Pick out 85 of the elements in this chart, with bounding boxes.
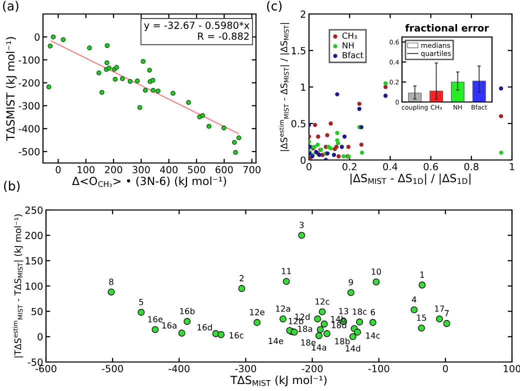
annotation: 16d xyxy=(198,324,212,330)
y-tick-label: 0.5 xyxy=(291,120,306,128)
annotation: 16e xyxy=(148,316,163,322)
annotation: y = -32.67 - 0.5980*x xyxy=(144,22,250,31)
y-axis-title: |TΔS$^{estim}$$_{MIST}$ - TΔS$_{MIST}$| (kJ mol⁻¹) xyxy=(12,214,24,358)
annotation: 18d xyxy=(332,322,346,328)
x-tick-label: -300 xyxy=(235,364,256,372)
x-tick-label: 700 xyxy=(243,166,260,174)
y-tick-label: 0 xyxy=(34,33,40,41)
x-tick-label: 0 xyxy=(442,364,448,372)
x-axis-title: Δ<O$_{CH₃}$> • (3N-6) (kJ mol⁻¹) xyxy=(72,176,226,188)
y-tick-label: -100 xyxy=(18,56,40,64)
annotation: 17 xyxy=(435,306,444,312)
y-tick-label: 0 xyxy=(38,333,43,340)
x-tick-label: -500 xyxy=(102,364,123,372)
annotation: 11 xyxy=(282,268,291,274)
x-tick-label: -100 xyxy=(368,364,390,372)
annotation: 13 xyxy=(339,308,348,314)
x-tick-label: 600 xyxy=(216,166,233,174)
chart-title: fractional error xyxy=(405,24,489,32)
legend-label: Bfact xyxy=(342,52,364,58)
chart-title: (c) xyxy=(267,0,282,12)
annotation: 14b xyxy=(331,316,346,322)
annotation: 14a xyxy=(312,344,326,351)
annotation: 9 xyxy=(348,279,353,286)
annotation: 8 xyxy=(109,278,114,285)
x-axis-title: TΔS$_{MIST}$ (kJ mol⁻¹) xyxy=(230,376,327,386)
annotation: 16b xyxy=(180,308,195,314)
annotation: 18e xyxy=(301,339,316,346)
x-tick-label: -600 xyxy=(35,364,56,372)
y-axis-title: TΔSMIST (kJ mol⁻¹) xyxy=(6,37,17,141)
annotation: R = -0.882 xyxy=(198,32,249,40)
x-tick-label: 0.8 xyxy=(464,162,478,170)
annotation: 10 xyxy=(372,268,381,275)
annotation: 12a xyxy=(276,305,290,312)
chart-title: (b) xyxy=(4,180,20,192)
y-tick-label: 150 xyxy=(26,257,43,264)
legend-label: NH xyxy=(342,42,354,48)
annotation: 1 xyxy=(420,272,424,278)
y-tick-label: 0 xyxy=(300,156,306,164)
x-tick-label: 100 xyxy=(78,166,95,174)
annotation: 12c xyxy=(316,298,330,305)
x-axis-title: |ΔS$_{MIST}$ - ΔS$_{1D}$| / |ΔS$_{1D}$| xyxy=(350,174,470,185)
annotation: 16a xyxy=(162,322,176,329)
annotation: 12e xyxy=(250,309,264,316)
x-tick-label: 0.6 xyxy=(424,162,438,170)
y-tick-label: -50 xyxy=(28,358,43,366)
y-tick-label: 50 xyxy=(32,308,43,316)
y-tick-label: -500 xyxy=(18,148,40,156)
y-tick-label: 200 xyxy=(25,232,43,240)
y-tick-label: 250 xyxy=(25,206,43,214)
x-tick-label: -400 xyxy=(168,364,190,372)
annotation: 3 xyxy=(300,222,304,228)
x-tick-label: 500 xyxy=(188,166,206,174)
annotation: 14d xyxy=(346,345,360,352)
annotation: 4 xyxy=(412,296,416,303)
annotation: 15 xyxy=(417,314,426,321)
annotation: 18b xyxy=(335,338,350,344)
annotation: 5 xyxy=(139,298,144,306)
annotation: 12d xyxy=(295,314,310,320)
annotation: 12b xyxy=(288,318,304,324)
annotation: 14e xyxy=(268,338,284,344)
annotation: 18c xyxy=(352,308,367,315)
x-tick-label: 0.2 xyxy=(342,162,356,170)
annotation: 16c xyxy=(230,332,244,338)
annotation: 14c xyxy=(366,332,380,339)
y-axis-title: |ΔS$^{estim}$$_{MIST}$ - ΔS$_{MIST}$| / |ΔS$_{MIST}$| xyxy=(278,23,290,151)
annotation: 2 xyxy=(240,275,244,282)
x-tick-label: 400 xyxy=(160,166,178,174)
legend-label: CH₃ xyxy=(342,32,357,39)
x-tick-label: 200 xyxy=(104,166,122,174)
y-tick-label: -200 xyxy=(18,79,40,87)
y-tick-label: 2 xyxy=(300,10,306,18)
chart-title: (a) xyxy=(3,0,18,12)
x-tick-label: 0 xyxy=(306,162,312,170)
y-tick-label: 1.5 xyxy=(292,47,306,54)
x-tick-label: 0 xyxy=(56,166,61,174)
y-tick-label: 100 xyxy=(26,282,43,290)
annotation: 6 xyxy=(370,309,375,316)
y-tick-label: -400 xyxy=(18,125,40,132)
annotation: 18a xyxy=(298,326,312,332)
x-tick-label: 1 xyxy=(510,163,514,170)
x-tick-label: 300 xyxy=(132,166,150,174)
annotation: 7 xyxy=(444,310,449,316)
y-tick-label: 1 xyxy=(301,84,306,91)
